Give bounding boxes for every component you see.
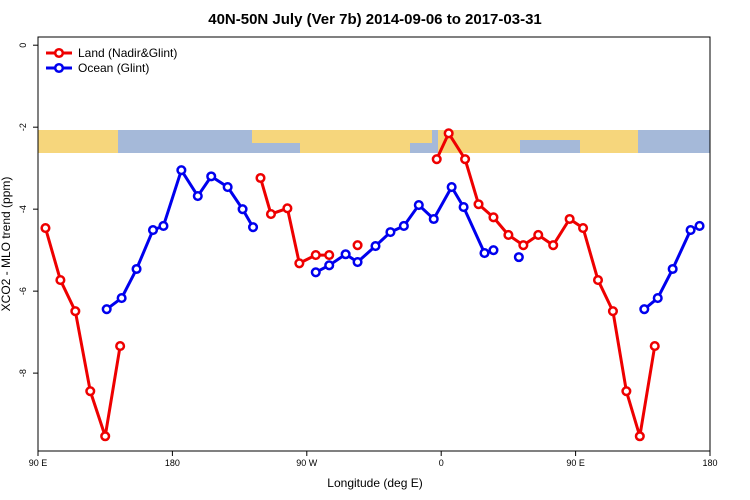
plot-frame [37,36,711,452]
y-tick-label: -8 [18,369,28,377]
data-point [488,245,499,256]
data-point [533,229,544,241]
data-point [652,293,663,304]
land-block [38,130,118,153]
x-tick-label: 180 [165,458,180,468]
data-point [310,250,321,261]
data-point [621,386,632,397]
x-tick-label: 90 E [29,458,48,468]
data-point [564,213,575,225]
data-point [548,240,559,251]
data-point [592,275,604,286]
data-point [85,386,96,397]
data-point [310,267,321,278]
data-point [247,222,259,233]
data-point [40,222,51,234]
data-point [324,250,335,261]
data-point [131,263,142,275]
x-tick-label: 90 E [566,458,585,468]
data-point [115,341,126,352]
x-axis-label: Longitude (deg E) [327,476,422,490]
data-point [460,154,471,165]
data-point [446,181,457,193]
data-point [282,203,293,214]
data-point [518,240,529,251]
data-point [265,209,277,220]
data-point [578,222,589,234]
data-point [649,341,660,352]
legend-marker [53,62,65,74]
data-point [513,252,524,263]
data-point [352,256,363,268]
data-point [458,202,469,213]
chart-title: 40N-50N July (Ver 7b) 2014-09-06 to 2017… [208,11,542,28]
data-point [607,306,618,317]
data-point [398,220,409,232]
data-point [206,171,217,182]
x-tick-label: 0 [439,458,444,468]
data-point [70,306,81,317]
x-tick-label: 90 W [296,458,318,468]
data-point [352,240,363,251]
data-point [639,304,650,315]
data-point [147,225,159,236]
y-tick-label: -2 [18,123,28,131]
data-point [370,240,381,252]
data-point [192,190,203,202]
data-point [667,263,678,275]
data-point [503,229,514,241]
data-point [55,275,66,286]
data-point [431,154,442,165]
data-point [158,220,169,232]
legend-label: Land (Nadir&Glint) [78,46,177,60]
data-point [116,293,127,304]
y-tick-label: -6 [18,287,28,295]
data-point [385,227,396,238]
map-strip [38,130,710,153]
y-axis-label: XCO2 - MLO trend (ppm) [0,177,13,312]
data-point [237,204,248,215]
data-point [294,258,305,269]
data-point [176,165,187,176]
data-point [694,220,705,232]
legend-label: Ocean (Glint) [78,61,149,75]
data-point [340,249,351,260]
data-point [488,212,499,223]
y-tick-label: -4 [18,205,28,213]
data-point [255,172,266,184]
data-point [100,431,111,442]
data-point [443,128,454,139]
y-tick-label: 0 [18,43,28,48]
x-tick-label: 180 [702,458,717,468]
data-point [634,431,645,442]
data-point [473,199,484,210]
data-point [101,304,112,315]
land-block [252,130,432,143]
sea-block [520,140,580,153]
data-point [428,213,439,225]
data-point [222,181,233,193]
data-point [685,225,696,236]
legend-marker [53,47,65,59]
data-point [413,200,424,211]
land-block [300,143,410,153]
data-point [324,260,335,271]
data-point [479,247,490,259]
